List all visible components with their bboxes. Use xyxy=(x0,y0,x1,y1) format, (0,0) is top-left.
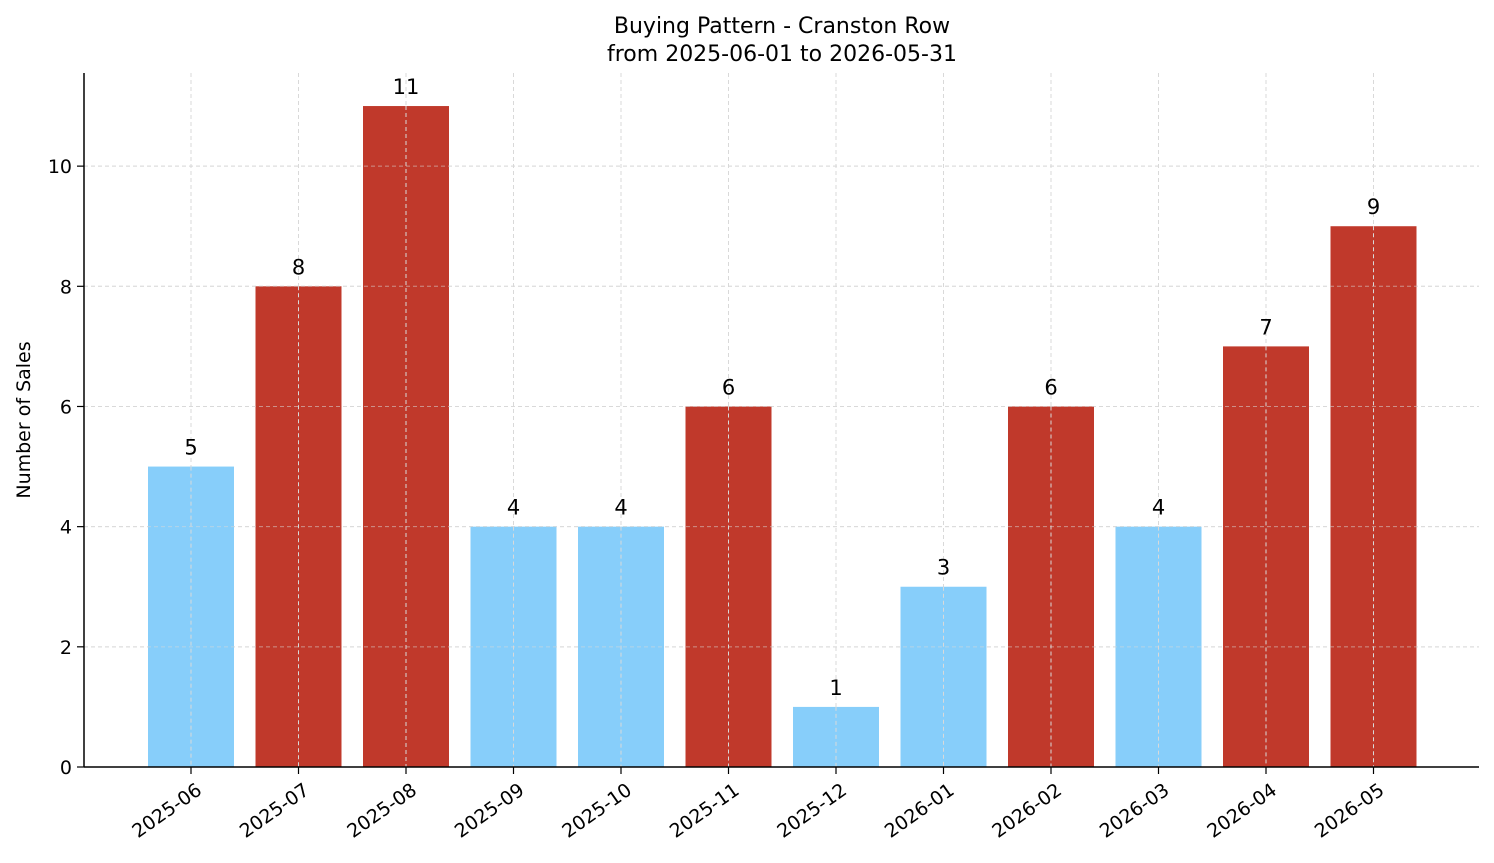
bar-value-label: 5 xyxy=(184,436,197,460)
y-axis-label: Number of Sales xyxy=(13,341,35,498)
x-tick-label: 2025-12 xyxy=(773,779,851,843)
bar-value-label: 7 xyxy=(1259,315,1272,339)
bar-value-label: 6 xyxy=(1044,375,1057,399)
y-tick-label: 10 xyxy=(48,156,72,178)
bar-value-label: 4 xyxy=(1152,496,1165,520)
y-tick-label: 8 xyxy=(60,276,72,298)
bar-value-label: 4 xyxy=(614,496,627,520)
x-tick-label: 2025-06 xyxy=(128,779,206,843)
x-tick-label: 2025-08 xyxy=(343,779,421,843)
y-tick-label: 2 xyxy=(60,637,72,659)
x-tick-label: 2026-04 xyxy=(1203,779,1281,843)
chart-title: Buying Pattern - Cranston Row xyxy=(614,14,950,39)
bar-value-label: 11 xyxy=(393,75,420,99)
x-tick-label: 2025-09 xyxy=(451,779,529,843)
bar xyxy=(900,586,987,767)
chart-subtitle: from 2025-06-01 to 2026-05-31 xyxy=(607,42,957,67)
x-tick-label: 2026-03 xyxy=(1096,779,1174,843)
x-tick-label: 2025-10 xyxy=(558,779,636,843)
y-tick-label: 4 xyxy=(60,517,72,539)
data-labels-layer: 5 8 11 4 4 6 1 3 6 4 7 9 xyxy=(84,75,1479,767)
x-tick-label: 2025-07 xyxy=(236,779,314,843)
bars-layer xyxy=(148,106,1417,768)
bar-value-label: 1 xyxy=(829,676,842,700)
x-tick-label: 2026-01 xyxy=(881,779,959,843)
bar-value-label: 8 xyxy=(292,255,305,279)
bar xyxy=(1330,226,1417,768)
y-tick-label: 6 xyxy=(60,396,72,418)
bar-value-label: 4 xyxy=(507,496,520,520)
bar-value-label: 9 xyxy=(1367,195,1380,219)
x-tick-label: 2026-05 xyxy=(1311,779,1389,843)
bar-value-label: 3 xyxy=(937,556,950,580)
x-tick-label: 2025-11 xyxy=(666,779,744,843)
bar xyxy=(685,406,772,767)
y-tick-label: 0 xyxy=(60,757,72,779)
x-tick-label: 2026-02 xyxy=(988,779,1066,843)
bar-value-label: 6 xyxy=(722,375,735,399)
bar xyxy=(1008,406,1094,767)
